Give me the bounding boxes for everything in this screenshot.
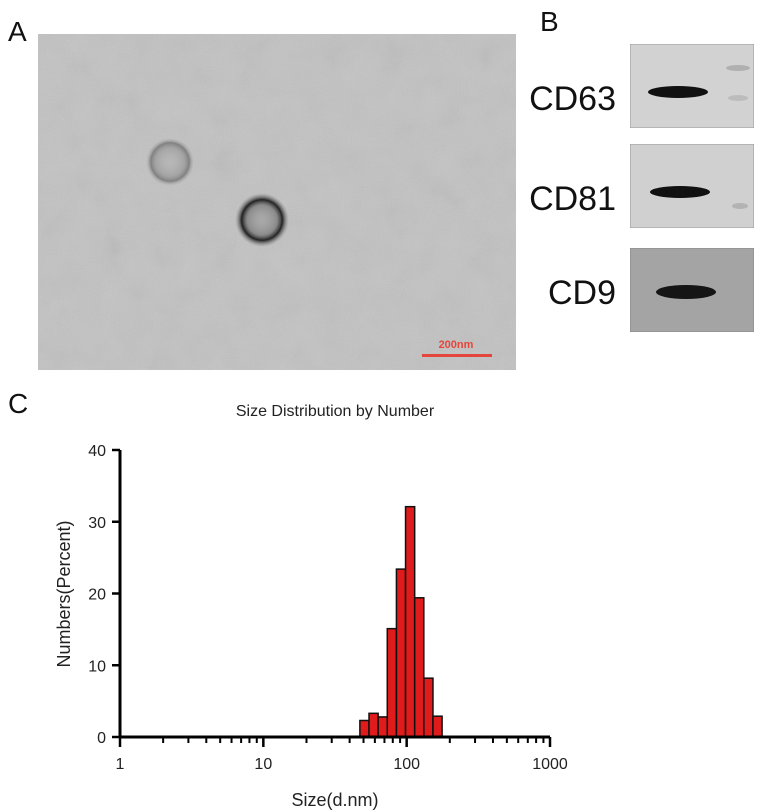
histogram-bar <box>368 712 379 738</box>
panel-label-b: B <box>540 6 559 37</box>
y-tick-label: 20 <box>88 587 106 604</box>
y-tick-label: 0 <box>97 730 106 747</box>
blot-label-cd63: CD63 <box>529 80 616 118</box>
blot-label-cd81: CD81 <box>529 180 616 218</box>
y-tick-label: 30 <box>88 515 106 532</box>
blot-strip-cd63 <box>630 44 754 128</box>
x-tick-label: 10 <box>254 756 272 773</box>
blot-strip-cd9 <box>630 248 754 332</box>
scale-bar <box>422 354 492 357</box>
y-tick-label: 40 <box>88 443 106 460</box>
x-axis-label: Size(d.nm) <box>291 790 378 810</box>
panel-label-a: A <box>8 16 27 47</box>
size-distribution-chart: Size Distribution by Number 0 10 20 30 40 1 10… <box>54 403 568 810</box>
x-tick-label: 1 <box>116 756 125 773</box>
histogram-bar <box>423 677 434 738</box>
chart-title: Size Distribution by Number <box>236 403 435 420</box>
x-tick-label: 100 <box>393 756 420 773</box>
histogram-bar <box>432 715 443 738</box>
histogram-bar <box>386 627 398 738</box>
histogram-bar <box>395 568 407 738</box>
y-tick-label: 10 <box>88 658 106 675</box>
blot-strip-cd81 <box>630 144 754 228</box>
histogram-bar <box>413 597 425 738</box>
y-axis-label: Numbers(Percent) <box>54 520 74 667</box>
scale-bar-label: 200nm <box>439 339 474 351</box>
histogram-bar <box>359 719 370 738</box>
tem-micrograph: 200nm <box>38 34 516 370</box>
histogram-bar <box>377 716 389 738</box>
panel-label-c: C <box>8 388 29 419</box>
histogram-bar <box>404 505 416 738</box>
blot-label-cd9: CD9 <box>547 274 616 312</box>
x-tick-label: 1000 <box>532 756 568 773</box>
